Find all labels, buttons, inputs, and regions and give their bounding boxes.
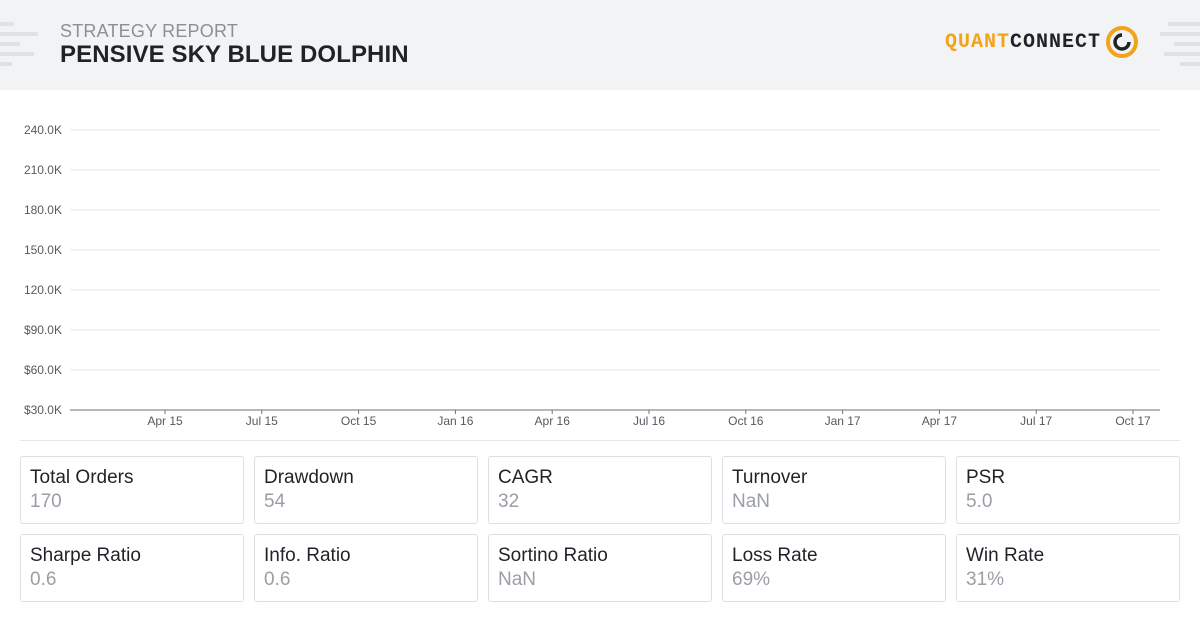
header-decoration-right [1160, 0, 1200, 90]
x-tick-label: Jul 17 [1020, 414, 1052, 428]
x-tick-label: Oct 17 [1115, 414, 1151, 428]
metric-value: 5.0 [966, 491, 993, 512]
x-tick-label: Jan 16 [437, 414, 473, 428]
y-tick-label: 240.0K [24, 123, 62, 137]
metric-card: CAGR 32 [488, 456, 712, 524]
metric-card: Total Orders 170 [20, 456, 244, 524]
metric-label: Info. Ratio [264, 545, 351, 566]
chart-y-axis: $30.0K $60.0K $90.0K 120.0K 150.0K 180.0K 210.… [24, 123, 62, 417]
metric-label: Loss Rate [732, 545, 818, 566]
x-tick-label: Oct 16 [728, 414, 764, 428]
metric-card: PSR 5.0 [956, 456, 1180, 524]
metric-label: PSR [966, 467, 1006, 488]
metric-value: 31% [966, 569, 1005, 590]
report-subtitle: STRATEGY REPORT [60, 21, 239, 41]
metric-value: 0.6 [264, 569, 291, 590]
metric-label: Win Rate [966, 545, 1045, 566]
metric-label: Sharpe Ratio [30, 545, 141, 566]
x-tick-label: Apr 15 [147, 414, 183, 428]
metric-card: Turnover NaN [722, 456, 946, 524]
x-tick-label: Oct 15 [341, 414, 377, 428]
metric-value: NaN [498, 569, 537, 590]
metric-card: Loss Rate 69% [722, 534, 946, 602]
metric-label: CAGR [498, 467, 553, 488]
logo-target-icon [1106, 26, 1138, 58]
metric-label: Drawdown [264, 467, 354, 488]
section-divider [20, 440, 1180, 441]
metric-value: 170 [30, 491, 62, 512]
chart-x-axis: Apr 15 Jul 15 Oct 15 Jan 16 Apr 16 Jul 16 Oct … [147, 410, 1151, 428]
y-tick-label: $90.0K [24, 323, 62, 337]
report-header: STRATEGY REPORT PENSIVE SKY BLUE DOLPHIN… [0, 0, 1200, 90]
metric-label: Turnover [732, 467, 808, 488]
metric-value: 54 [264, 491, 286, 512]
metric-card: Drawdown 54 [254, 456, 478, 524]
chart-grid [70, 129, 1160, 411]
metric-label: Sortino Ratio [498, 545, 608, 566]
metric-card: Sharpe Ratio 0.6 [20, 534, 244, 602]
y-tick-label: 150.0K [24, 243, 62, 257]
equity-chart: $30.0K $60.0K $90.0K 120.0K 150.0K 180.0K 210.… [24, 123, 1160, 428]
metric-value: NaN [732, 491, 771, 512]
x-tick-label: Apr 17 [922, 414, 958, 428]
metric-value: 0.6 [30, 569, 57, 590]
x-tick-label: Jan 17 [825, 414, 861, 428]
logo-wordmark: QUANTCONNECT [944, 30, 1101, 54]
metric-card: Win Rate 31% [956, 534, 1180, 602]
quantconnect-logo: QUANTCONNECT [945, 24, 1140, 60]
y-tick-label: 180.0K [24, 203, 62, 217]
x-tick-label: Jul 15 [246, 414, 278, 428]
y-tick-label: $60.0K [24, 363, 62, 377]
metric-value: 69% [732, 569, 771, 590]
metric-card: Info. Ratio 0.6 [254, 534, 478, 602]
y-tick-label: 120.0K [24, 283, 62, 297]
y-tick-label: $30.0K [24, 403, 62, 417]
metric-label: Total Orders [30, 467, 134, 488]
metric-value: 32 [498, 491, 520, 512]
y-tick-label: 210.0K [24, 163, 62, 177]
metric-card: Sortino Ratio NaN [488, 534, 712, 602]
x-tick-label: Jul 16 [633, 414, 665, 428]
x-tick-label: Apr 16 [535, 414, 571, 428]
strategy-name: PENSIVE SKY BLUE DOLPHIN [60, 41, 409, 68]
header-decoration-left [0, 0, 60, 90]
